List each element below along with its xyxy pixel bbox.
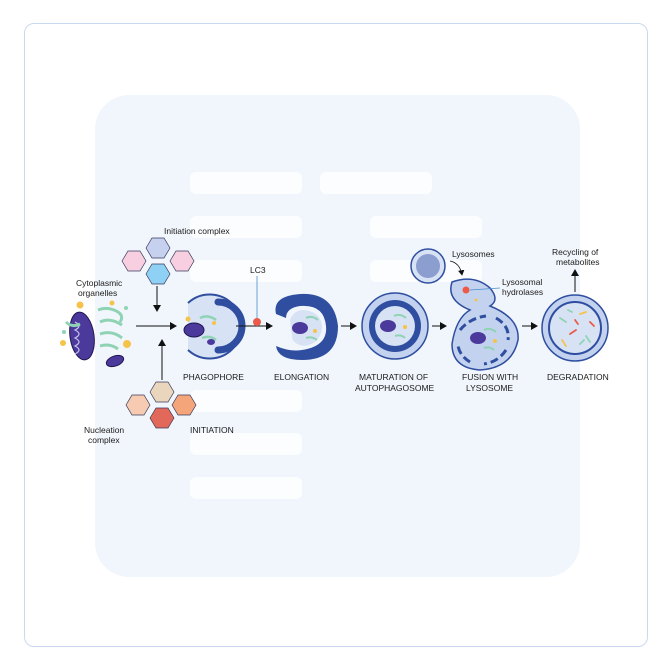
initiation-complex-label: Initiation complex (164, 226, 230, 236)
maturation-label-line1: MATURATION OF (359, 372, 428, 382)
autophagosome (362, 293, 428, 359)
recycling-label-line1: Recycling of (552, 247, 599, 257)
nucleation-label-line2: complex (88, 435, 120, 445)
fusion-label-line2: LYSOSOME (466, 383, 513, 393)
cytoplasmic-label-line2: organelles (78, 288, 117, 298)
phagophore (184, 295, 242, 359)
cytoplasmic-label-line1: Cytoplasmic (76, 278, 123, 288)
lysosome (411, 249, 445, 283)
lysosomes-label: Lysosomes (452, 249, 495, 259)
degradation-vesicle (542, 295, 608, 361)
hydrolases-label-line1: Lysosomal (502, 277, 542, 287)
recycling-label-line2: metabolites (556, 257, 599, 267)
initiation-label: INITIATION (190, 425, 234, 435)
hydrolases-label-line2: hydrolases (502, 287, 543, 297)
degradation-label: DEGRADATION (547, 372, 609, 382)
lc3-label: LC3 (250, 265, 266, 275)
nucleation-label-line1: Nucleation (84, 425, 124, 435)
fusion-label-line1: FUSION WITH (462, 372, 518, 382)
lc3-protein (253, 318, 261, 326)
elongation-label: ELONGATION (274, 372, 329, 382)
maturation-label-line2: AUTOPHAGOSOME (355, 383, 435, 393)
phagophore-label: PHAGOPHORE (183, 372, 244, 382)
